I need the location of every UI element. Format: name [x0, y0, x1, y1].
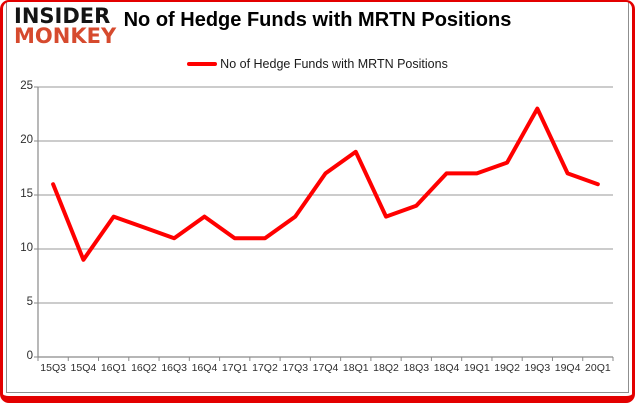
- x-axis-tick-label: 15Q4: [70, 362, 97, 374]
- chart-widget-frame: [6, 1, 629, 393]
- x-axis-tick-label: 17Q4: [312, 362, 339, 374]
- hedge-funds-series-line: [51, 106, 600, 262]
- y-axis-tick-label: 10: [20, 242, 33, 254]
- y-axis-tick-label: 25: [20, 80, 33, 92]
- x-axis-tick-label: 18Q1: [342, 362, 369, 374]
- legend: No of Hedge Funds with MRTN Positions: [0, 57, 635, 71]
- x-axis-tick-label: 19Q3: [524, 362, 551, 374]
- x-axis-tick-label: 18Q2: [373, 362, 399, 374]
- y-axis-tick-label: 20: [20, 134, 33, 146]
- logo-text-insider: INSIDER: [14, 4, 111, 28]
- x-axis-tick-label: 16Q4: [191, 362, 218, 374]
- x-axis-tick-label: 16Q2: [131, 362, 157, 374]
- insider-monkey-logo: INSIDER MONKEY: [14, 4, 117, 48]
- logo-text-monkey: MONKEY: [14, 23, 117, 48]
- x-axis-tick-label: 16Q3: [161, 362, 188, 374]
- x-axis-tick-label: 18Q4: [433, 362, 460, 374]
- y-axis-tick-label: 15: [20, 188, 33, 200]
- x-axis-tick-label: 17Q3: [282, 362, 309, 374]
- x-axis-tick-label: 17Q2: [252, 362, 278, 374]
- x-axis-tick-label: 15Q3: [40, 362, 66, 374]
- x-axis-tick-label: 19Q4: [554, 362, 581, 374]
- y-axis-tick-label: 5: [26, 296, 33, 308]
- y-axis-tick-label: 0: [26, 350, 33, 362]
- x-axis-tick-label: 19Q1: [463, 362, 490, 374]
- x-axis-tick-label: 20Q1: [585, 362, 611, 374]
- x-axis-tick-label: 18Q3: [403, 362, 430, 374]
- x-axis-tick-label: 17Q1: [221, 362, 248, 374]
- legend-label: No of Hedge Funds with MRTN Positions: [220, 57, 448, 71]
- x-axis-tick-label: 19Q2: [494, 362, 520, 374]
- legend-line-swatch: [187, 62, 218, 66]
- chart-title: No of Hedge Funds with MRTN Positions: [123, 9, 512, 31]
- x-axis-tick-label: 16Q1: [100, 362, 127, 374]
